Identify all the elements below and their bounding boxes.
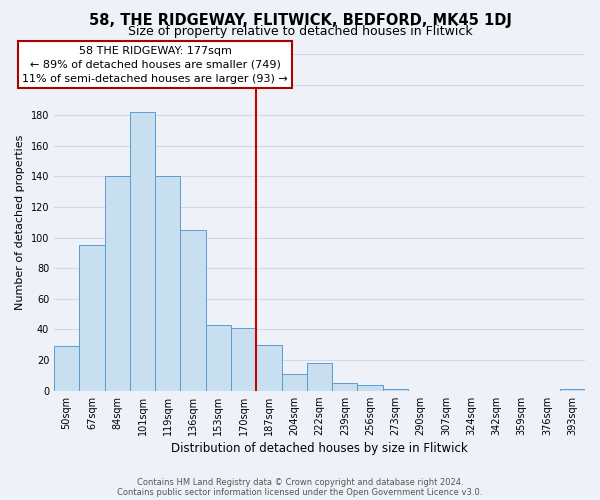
Bar <box>560 389 585 390</box>
Text: Size of property relative to detached houses in Flitwick: Size of property relative to detached ho… <box>128 25 472 38</box>
Bar <box>79 246 104 390</box>
Bar <box>130 112 155 390</box>
Bar <box>231 328 256 390</box>
Bar <box>358 384 383 390</box>
Bar <box>155 176 181 390</box>
Bar <box>206 325 231 390</box>
Bar <box>332 383 358 390</box>
Text: Contains public sector information licensed under the Open Government Licence v3: Contains public sector information licen… <box>118 488 482 497</box>
Bar <box>256 345 281 391</box>
X-axis label: Distribution of detached houses by size in Flitwick: Distribution of detached houses by size … <box>171 442 468 455</box>
Y-axis label: Number of detached properties: Number of detached properties <box>15 134 25 310</box>
Bar <box>281 374 307 390</box>
Bar <box>383 389 408 390</box>
Bar <box>181 230 206 390</box>
Text: Contains HM Land Registry data © Crown copyright and database right 2024.: Contains HM Land Registry data © Crown c… <box>137 478 463 487</box>
Bar <box>104 176 130 390</box>
Text: 58 THE RIDGEWAY: 177sqm
← 89% of detached houses are smaller (749)
11% of semi-d: 58 THE RIDGEWAY: 177sqm ← 89% of detache… <box>22 46 288 84</box>
Text: 58, THE RIDGEWAY, FLITWICK, BEDFORD, MK45 1DJ: 58, THE RIDGEWAY, FLITWICK, BEDFORD, MK4… <box>89 12 511 28</box>
Bar <box>54 346 79 391</box>
Bar <box>307 363 332 390</box>
